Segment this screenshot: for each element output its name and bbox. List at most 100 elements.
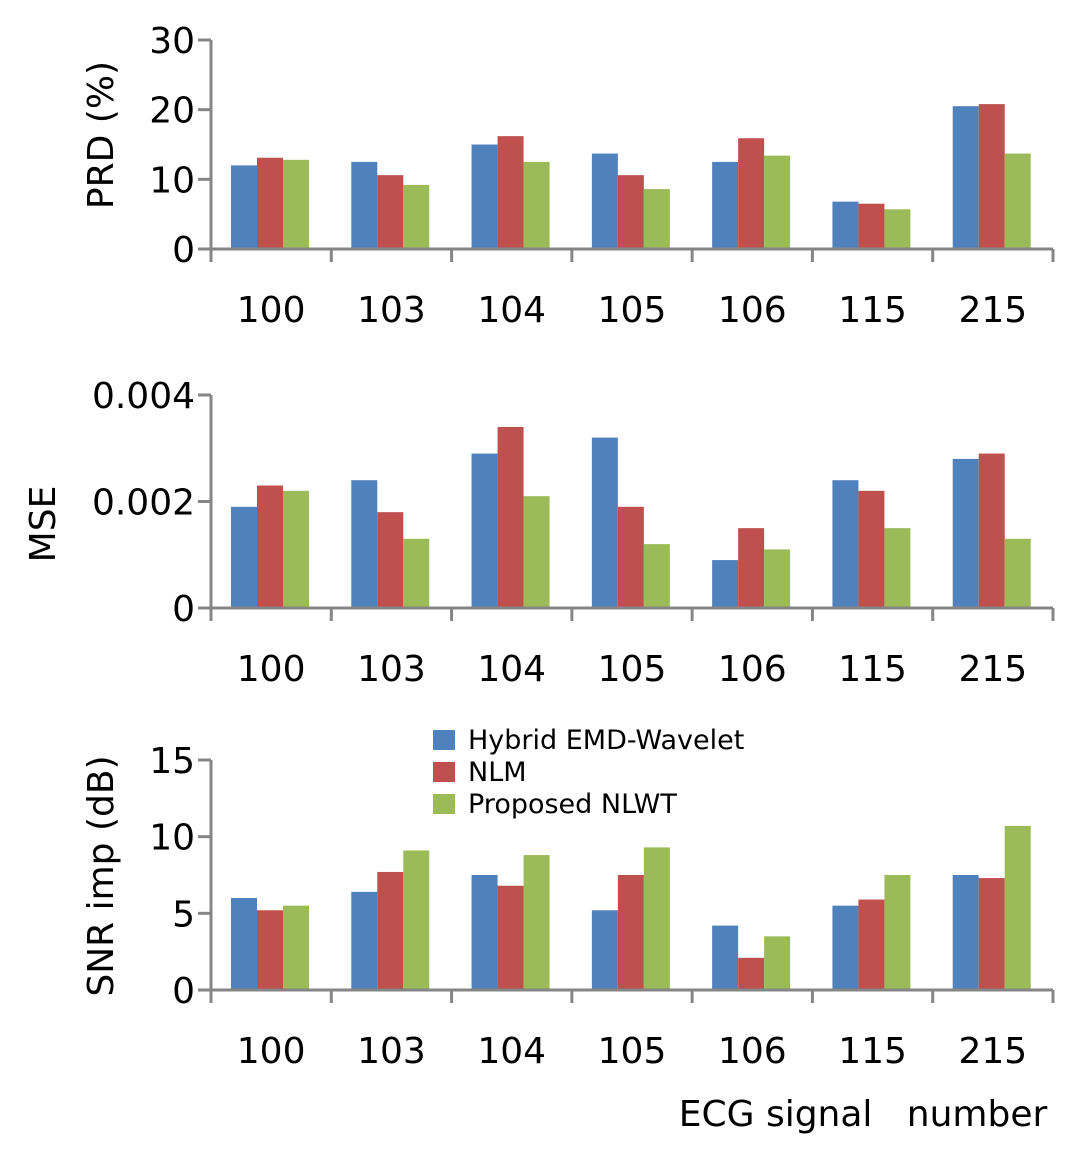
prd-bar-103-2	[403, 184, 430, 249]
snr-bar-115-2	[884, 875, 911, 990]
snr-bar-103-1	[377, 871, 404, 990]
prd-ytick-label: 30	[149, 21, 195, 62]
mse-bar-105-0	[591, 437, 618, 608]
prd-yticks: 0 10 20 30	[149, 21, 211, 271]
mse-bar-100-0	[231, 506, 257, 608]
mse-bar-105-1	[617, 506, 644, 608]
snr-axes	[209, 760, 1055, 1003]
snr-bar-115-0	[832, 905, 859, 990]
prd-ylabel: PRD (%)	[81, 61, 122, 209]
snr-ylabel: SNR imp (dB)	[81, 755, 122, 996]
snr-bar-104-1	[497, 885, 524, 990]
legend-label-hybrid: Hybrid EMD-Wavelet	[468, 725, 744, 756]
mse-xtick-label: 115	[838, 649, 907, 690]
legend-label-nlm: NLM	[468, 757, 527, 788]
snr-xtick-label: 105	[598, 1031, 667, 1072]
snr-bar-105-1	[617, 875, 644, 990]
prd-bar-106-0	[712, 161, 739, 249]
snr-bar-100-2	[283, 905, 309, 990]
mse-axes	[209, 395, 1055, 621]
mse-bar-106-1	[738, 528, 765, 608]
snr-bar-215-1	[978, 878, 1005, 990]
mse-chart: MSE 0 0.002 0.004 100 103 104 105 106 115 215	[23, 376, 1055, 690]
prd-bar-103-1	[377, 175, 404, 249]
mse-bar-103-1	[377, 512, 404, 608]
mse-bar-103-0	[351, 480, 378, 608]
prd-xtick-label: 103	[357, 290, 426, 331]
snr-bar-105-0	[591, 910, 618, 990]
prd-bar-100-1	[257, 157, 283, 249]
mse-ytick-label: 0.004	[92, 376, 195, 417]
prd-xtick-label: 105	[598, 290, 667, 331]
snr-bar-103-2	[403, 850, 430, 990]
prd-bar-106-2	[764, 155, 791, 249]
mse-bar-215-2	[1004, 538, 1031, 608]
snr-bar-215-2	[1004, 825, 1031, 990]
snr-xtick-label: 104	[477, 1031, 546, 1072]
mse-xtick-label: 103	[357, 649, 426, 690]
prd-bar-106-1	[738, 138, 765, 249]
snr-ytick-label: 10	[149, 818, 195, 859]
mse-xtick-label: 105	[598, 649, 667, 690]
snr-xtick-label: 115	[838, 1031, 907, 1072]
prd-bar-100-0	[231, 165, 257, 249]
prd-bars	[231, 104, 1031, 250]
prd-xticks: 100 103 104 105 106 115 215	[237, 290, 1027, 331]
mse-yticks: 0 0.002 0.004	[92, 376, 211, 630]
prd-bar-115-2	[884, 209, 911, 249]
snr-bar-105-2	[643, 847, 670, 990]
snr-bar-104-2	[523, 855, 550, 990]
prd-bar-115-1	[858, 203, 885, 249]
mse-bar-100-2	[283, 490, 309, 608]
prd-bar-104-2	[523, 161, 550, 249]
legend-swatch-nlwt	[433, 794, 455, 814]
mse-ylabel: MSE	[23, 486, 64, 563]
snr-bar-106-0	[712, 925, 739, 990]
snr-yticks: 0 5 10 15	[149, 741, 211, 1012]
mse-xtick-label: 106	[718, 649, 787, 690]
prd-xtick-label: 215	[958, 290, 1027, 331]
snr-xtick-label: 100	[237, 1031, 306, 1072]
prd-bar-104-0	[471, 144, 498, 249]
prd-xtick-label: 115	[838, 290, 907, 331]
legend-label-nlwt: Proposed NLWT	[468, 789, 677, 820]
prd-bar-105-0	[591, 153, 618, 249]
mse-xtick-label: 100	[237, 649, 306, 690]
mse-bar-104-1	[497, 426, 524, 608]
prd-xtick-label: 106	[718, 290, 787, 331]
legend: Hybrid EMD-Wavelet NLM Proposed NLWT	[433, 725, 744, 820]
snr-bars	[231, 825, 1031, 990]
legend-swatch-hybrid	[433, 730, 455, 750]
prd-bar-104-1	[497, 136, 524, 249]
mse-bar-103-2	[403, 538, 430, 608]
mse-ytick-label: 0	[172, 589, 195, 630]
mse-bar-104-0	[471, 453, 498, 608]
mse-xticks: 100 103 104 105 106 115 215	[237, 649, 1027, 690]
mse-bar-105-2	[643, 544, 670, 608]
prd-chart: PRD (%) 0 10 20 30 100 103 104 105 106 115 215	[81, 21, 1055, 331]
snr-xtick-label: 215	[958, 1031, 1027, 1072]
snr-xticks: 100 103 104 105 106 115 215	[237, 1031, 1027, 1072]
snr-bar-100-1	[257, 910, 283, 990]
prd-xtick-label: 100	[237, 290, 306, 331]
legend-swatch-nlm	[433, 762, 455, 782]
mse-bar-115-1	[858, 490, 885, 608]
snr-bar-103-0	[351, 891, 378, 990]
mse-bars	[231, 426, 1031, 608]
prd-ytick-label: 10	[149, 160, 195, 201]
prd-bar-100-2	[283, 159, 309, 249]
snr-bar-115-1	[858, 899, 885, 990]
prd-xtick-label: 104	[477, 290, 546, 331]
mse-bar-106-0	[712, 560, 739, 608]
snr-bar-106-2	[764, 936, 791, 990]
mse-bar-115-2	[884, 528, 911, 608]
mse-bar-106-2	[764, 549, 791, 608]
snr-bar-100-0	[231, 898, 257, 990]
prd-bar-103-0	[351, 161, 378, 249]
snr-xtick-label: 106	[718, 1031, 787, 1072]
prd-ytick-label: 0	[172, 230, 195, 271]
mse-ytick-label: 0.002	[92, 483, 195, 524]
x-axis-title: ECG signal number	[679, 1094, 1048, 1135]
mse-bar-104-2	[523, 496, 550, 608]
